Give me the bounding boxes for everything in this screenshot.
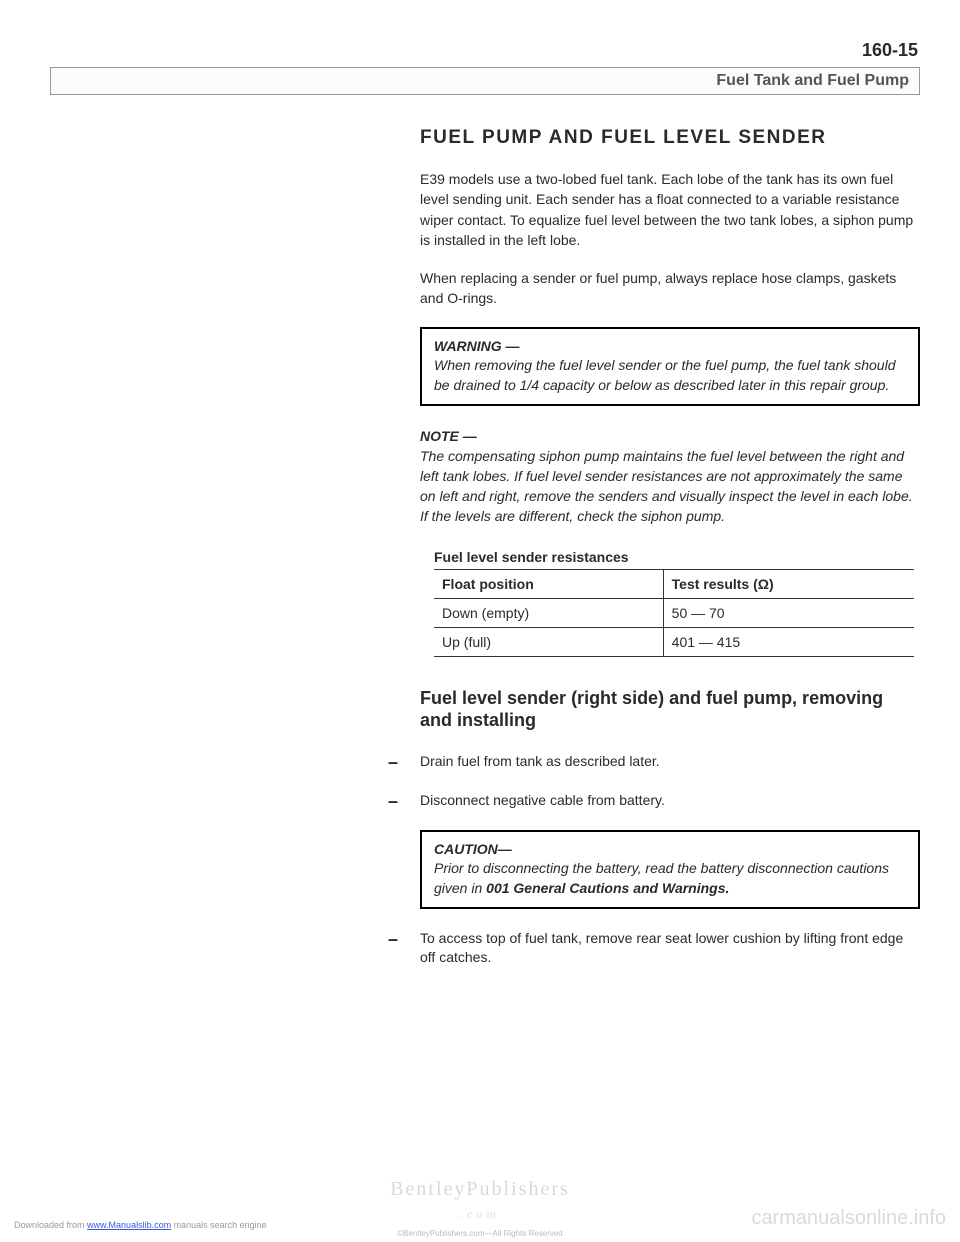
manualslib-link[interactable]: www.Manualslib.com <box>87 1220 171 1230</box>
note-body: The compensating siphon pump maintains t… <box>420 446 920 527</box>
main-content: FUEL PUMP AND FUEL LEVEL SENDER E39 mode… <box>420 127 920 968</box>
page-number: 160-15 <box>50 40 920 61</box>
note-heading: NOTE — <box>420 428 920 444</box>
download-suffix: manuals search engine <box>171 1220 267 1230</box>
table-cell: 50 — 70 <box>663 598 914 627</box>
download-prefix: Downloaded from <box>14 1220 87 1230</box>
step-text: To access top of fuel tank, remove rear … <box>420 929 920 968</box>
table-caption: Fuel level sender resistances <box>420 549 920 565</box>
warning-box: WARNING — When removing the fuel level s… <box>420 327 920 406</box>
dash-bullet-icon: – <box>388 791 420 812</box>
warning-heading: WARNING — <box>434 338 520 354</box>
site-watermark-right: carmanualsonline.info <box>751 1207 946 1230</box>
dash-bullet-icon: – <box>388 929 420 968</box>
table-cell: Down (empty) <box>434 598 663 627</box>
table-cell: Up (full) <box>434 627 663 656</box>
copyright-text: ©BentleyPublishers.com—All Rights Reserv… <box>0 1229 960 1238</box>
publisher-text: BentleyPublishers <box>390 1178 570 1200</box>
section-header-box: Fuel Tank and Fuel Pump <box>50 67 920 95</box>
step-text: Drain fuel from tank as described later. <box>420 752 660 773</box>
paragraph-intro-1: E39 models use a two-lobed fuel tank. Ea… <box>420 169 920 250</box>
step-text: Disconnect negative cable from battery. <box>420 791 665 812</box>
paragraph-intro-2: When replacing a sender or fuel pump, al… <box>420 268 920 309</box>
table-header-row: Float position Test results (Ω) <box>434 569 914 598</box>
caution-heading: CAUTION— <box>434 841 512 857</box>
procedure-step: – Disconnect negative cable from battery… <box>420 791 920 812</box>
procedure-step: – To access top of fuel tank, remove rea… <box>420 929 920 968</box>
table-row: Down (empty) 50 — 70 <box>434 598 914 627</box>
sub-heading: Fuel level sender (right side) and fuel … <box>420 687 920 732</box>
download-source-text: Downloaded from www.Manualslib.com manua… <box>14 1220 267 1230</box>
dash-bullet-icon: – <box>388 752 420 773</box>
table-cell: 401 — 415 <box>663 627 914 656</box>
publisher-sub-text: .com <box>460 1207 500 1221</box>
resistance-table: Float position Test results (Ω) Down (em… <box>434 569 914 657</box>
caution-box: CAUTION— Prior to disconnecting the batt… <box>420 830 920 909</box>
warning-body: When removing the fuel level sender or t… <box>434 357 896 393</box>
caution-text-bold: 001 General Cautions and Warnings. <box>486 880 729 896</box>
procedure-step: – Drain fuel from tank as described late… <box>420 752 920 773</box>
table-header-cell: Test results (Ω) <box>663 569 914 598</box>
caution-body: Prior to disconnecting the battery, read… <box>434 860 889 896</box>
table-row: Up (full) 401 — 415 <box>434 627 914 656</box>
table-header-cell: Float position <box>434 569 663 598</box>
section-title: FUEL PUMP AND FUEL LEVEL SENDER <box>420 127 920 149</box>
